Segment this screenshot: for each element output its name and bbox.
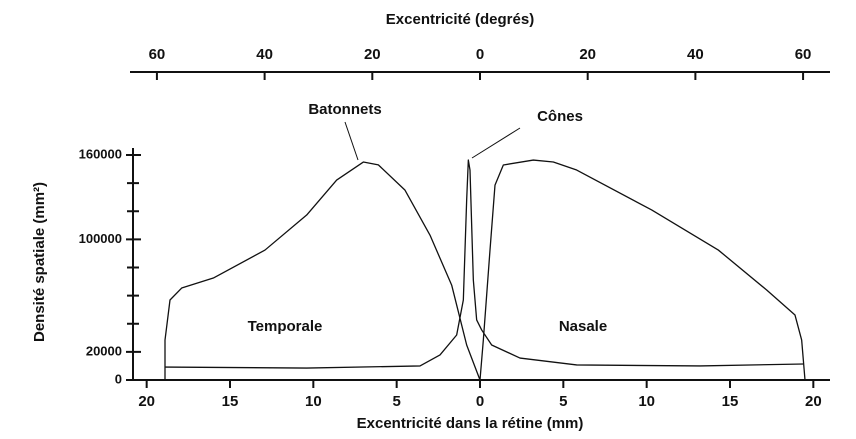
y-tick-label: 160000 — [79, 146, 122, 161]
pointer — [471, 127, 521, 159]
y-tick-label: 100000 — [79, 231, 122, 246]
x-tick-label: 10 — [638, 393, 655, 410]
chart-title: Excentricité (degrés) — [386, 11, 534, 28]
x-tick-label: 15 — [222, 393, 239, 410]
top-tick-label: 40 — [687, 46, 704, 63]
x-tick-label: 0 — [476, 393, 484, 410]
pointer — [344, 121, 359, 161]
top-tick-label: 60 — [149, 46, 166, 63]
x-tick-label: 15 — [722, 393, 739, 410]
top-tick-label: 60 — [795, 46, 812, 63]
series-label: Batonnets — [308, 101, 381, 118]
series-label: Cônes — [537, 108, 583, 125]
x-tick-label: 5 — [392, 393, 400, 410]
y-tick-label: 0 — [115, 371, 122, 386]
top-tick-label: 0 — [476, 46, 484, 63]
x-tick-label: 10 — [305, 393, 322, 410]
x-tick-label: 20 — [138, 393, 155, 410]
x-axis-label: Excentricité dans la rétine (mm) — [357, 415, 584, 432]
top-tick-label: 40 — [256, 46, 273, 63]
x-tick-label: 20 — [805, 393, 822, 410]
top-tick-label: 20 — [579, 46, 596, 63]
y-tick-label: 20000 — [86, 343, 122, 358]
y-axis-label: Densité spatiale (mm²) — [31, 182, 48, 342]
annotation: Nasale — [559, 318, 607, 335]
top-tick-label: 20 — [364, 46, 381, 63]
annotation: Temporale — [248, 318, 323, 335]
series-line — [164, 159, 806, 381]
series-line — [164, 159, 804, 369]
x-tick-label: 5 — [559, 393, 567, 410]
